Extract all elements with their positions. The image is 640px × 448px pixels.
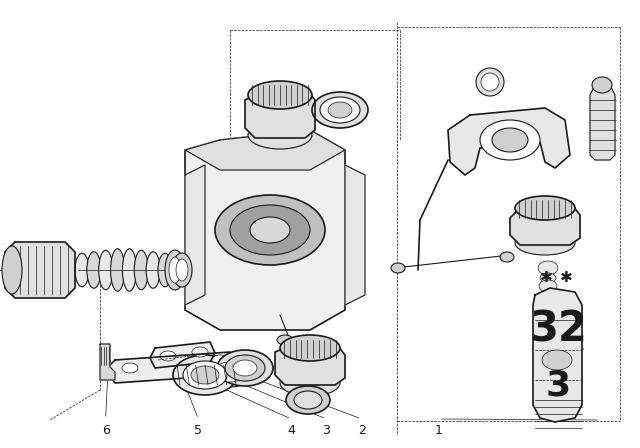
Text: 3: 3 [545, 368, 571, 402]
Text: 4: 4 [287, 424, 295, 438]
Ellipse shape [277, 335, 293, 345]
Ellipse shape [312, 92, 368, 128]
Ellipse shape [158, 253, 172, 287]
Ellipse shape [225, 355, 265, 381]
Polygon shape [100, 344, 115, 380]
Ellipse shape [217, 350, 273, 386]
Ellipse shape [206, 357, 254, 387]
Polygon shape [245, 88, 315, 138]
Ellipse shape [539, 280, 557, 292]
Ellipse shape [476, 68, 504, 96]
Polygon shape [510, 202, 580, 245]
Text: 6: 6 [102, 424, 109, 438]
Ellipse shape [592, 77, 612, 93]
Ellipse shape [183, 361, 227, 389]
Ellipse shape [500, 252, 514, 262]
Ellipse shape [146, 252, 160, 288]
Ellipse shape [99, 250, 113, 290]
Ellipse shape [280, 370, 340, 396]
Text: 5: 5 [195, 424, 202, 438]
Ellipse shape [87, 252, 101, 288]
Ellipse shape [391, 263, 405, 273]
Ellipse shape [214, 362, 246, 382]
Ellipse shape [75, 253, 89, 287]
Text: 3: 3 [323, 424, 330, 438]
Polygon shape [533, 288, 582, 422]
Ellipse shape [515, 231, 575, 255]
Ellipse shape [233, 360, 257, 376]
Polygon shape [150, 342, 215, 368]
Ellipse shape [515, 196, 575, 220]
Ellipse shape [212, 355, 228, 365]
Ellipse shape [540, 273, 556, 283]
Polygon shape [5, 242, 75, 298]
Ellipse shape [538, 261, 558, 275]
Ellipse shape [176, 259, 188, 281]
Ellipse shape [248, 81, 312, 109]
Ellipse shape [230, 205, 310, 255]
Ellipse shape [286, 386, 330, 414]
Ellipse shape [248, 121, 312, 149]
Polygon shape [105, 352, 240, 383]
Polygon shape [448, 108, 570, 175]
Text: 1: 1 [435, 424, 442, 438]
Ellipse shape [111, 249, 125, 291]
Ellipse shape [173, 355, 237, 395]
Ellipse shape [480, 120, 540, 160]
Ellipse shape [280, 335, 340, 361]
Ellipse shape [165, 250, 185, 290]
Polygon shape [275, 342, 345, 385]
Ellipse shape [215, 195, 325, 265]
Ellipse shape [122, 249, 136, 291]
Ellipse shape [192, 347, 208, 357]
Polygon shape [185, 130, 345, 170]
Ellipse shape [191, 366, 219, 384]
Polygon shape [185, 130, 345, 330]
Polygon shape [590, 85, 615, 160]
Ellipse shape [328, 102, 352, 118]
Text: 32: 32 [529, 308, 587, 350]
Ellipse shape [250, 217, 290, 243]
Text: 2: 2 [358, 424, 365, 438]
Polygon shape [345, 165, 365, 305]
Ellipse shape [172, 253, 192, 287]
Text: ✱: ✱ [561, 270, 573, 285]
Ellipse shape [122, 363, 138, 373]
Text: ✱: ✱ [540, 270, 553, 285]
Ellipse shape [481, 73, 499, 91]
Polygon shape [185, 165, 205, 305]
Ellipse shape [320, 97, 360, 123]
Ellipse shape [294, 391, 322, 409]
Ellipse shape [2, 246, 22, 294]
Ellipse shape [160, 351, 176, 361]
Ellipse shape [492, 128, 528, 152]
Ellipse shape [169, 257, 181, 283]
Ellipse shape [134, 250, 148, 290]
Ellipse shape [542, 350, 572, 370]
